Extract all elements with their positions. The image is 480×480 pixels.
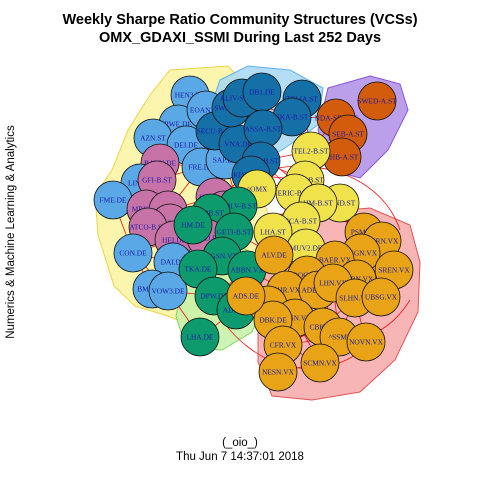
node-label: TEL2-B.ST [293, 147, 329, 156]
node-label: VOW3.DE [151, 287, 185, 296]
node-label: TKA.DE [185, 265, 212, 274]
node-hm-de: HM.DE [174, 206, 212, 244]
node-label: FME.DE [100, 196, 127, 205]
node-label: AZN.ST [140, 134, 166, 143]
node-label: NESN.VX [262, 368, 294, 377]
node-label: UBSG.VX [365, 293, 398, 302]
node-label: SWED-A.ST [357, 97, 397, 106]
node-label: SEB-A.ST [332, 130, 364, 139]
node-label: DBK.DE [259, 316, 287, 325]
node-label: ADS.DE [233, 292, 260, 301]
node-scmn-vx: SCMN.VX [301, 344, 339, 382]
node-label: NOVN.VX [349, 338, 384, 347]
node-ads-de2: ADS.DE [227, 277, 265, 315]
node-label: GFI-B.ST [142, 176, 172, 185]
node-label: SHB-A.ST [326, 153, 359, 162]
node-label: CFR.VX [270, 341, 297, 350]
node-label: SREN.VX [378, 266, 410, 275]
footer-timestamp: Thu Jun 7 14:37:01 2018 [0, 451, 480, 463]
node-novn-vx: NOVN.VX [347, 323, 385, 361]
node-lha-de: LHA.DE [181, 318, 219, 356]
node-ubsg-vx: UBSG.VX [362, 278, 400, 316]
node-label: CON.DE [119, 249, 147, 258]
node-label: HM.DE [181, 221, 205, 230]
node-label: SKA-B.ST [276, 113, 309, 122]
node-label: LHA.ST [260, 228, 286, 237]
node-label: DEI.DE [174, 141, 198, 150]
node-db1-de: DB1.DE [243, 73, 281, 111]
node-fme-de: FME.DE [94, 181, 132, 219]
node-label: LHA.DE [187, 333, 214, 342]
node-con-de: CON.DE [114, 234, 152, 272]
node-alv-de: ALV.DE [255, 236, 293, 274]
footer-signature: (_oio_) [0, 437, 480, 449]
node-label: GETI-B.ST [217, 228, 252, 237]
node-label: DB1.DE [249, 88, 275, 97]
node-nesn-vx: NESN.VX [259, 353, 297, 391]
node-label: SCMN.VX [303, 359, 337, 368]
node-label: ASSA-B.ST [245, 125, 282, 134]
node-label: ALV.DE [261, 251, 287, 260]
